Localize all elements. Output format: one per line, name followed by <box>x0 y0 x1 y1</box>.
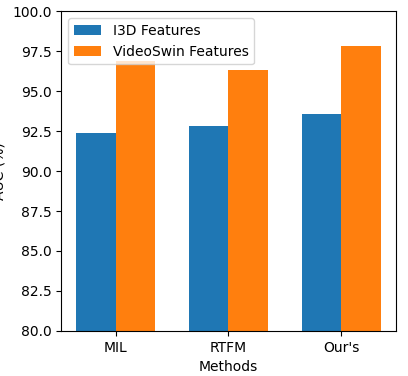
Bar <box>116 61 155 376</box>
Bar <box>228 70 268 376</box>
Legend: I3D Features, VideoSwin Features: I3D Features, VideoSwin Features <box>68 18 254 64</box>
Bar <box>189 126 228 376</box>
Bar <box>76 133 116 376</box>
X-axis label: Methods: Methods <box>199 360 258 374</box>
Bar <box>302 114 341 376</box>
Bar <box>341 47 381 376</box>
Y-axis label: AUC (%): AUC (%) <box>0 142 7 200</box>
